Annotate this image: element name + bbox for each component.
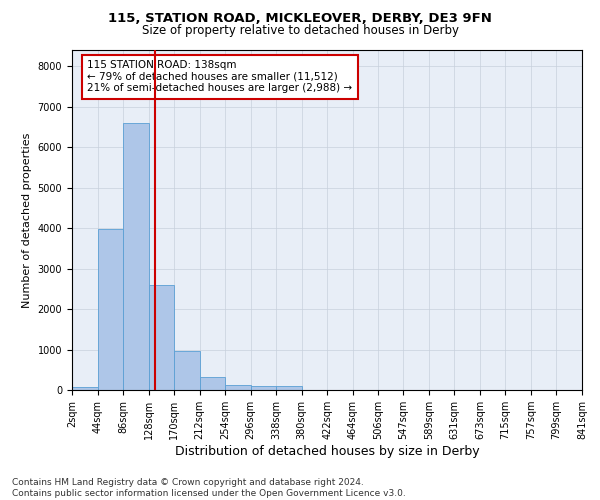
Bar — [174, 351, 200, 390]
Bar — [149, 285, 174, 390]
Bar — [251, 386, 276, 390]
Bar — [72, 387, 98, 390]
Y-axis label: Number of detached properties: Number of detached properties — [22, 132, 32, 308]
Text: 115, STATION ROAD, MICKLEOVER, DERBY, DE3 9FN: 115, STATION ROAD, MICKLEOVER, DERBY, DE… — [108, 12, 492, 26]
Bar — [276, 386, 302, 390]
Text: Size of property relative to detached houses in Derby: Size of property relative to detached ho… — [142, 24, 458, 37]
Bar — [225, 384, 251, 390]
Text: Contains HM Land Registry data © Crown copyright and database right 2024.
Contai: Contains HM Land Registry data © Crown c… — [12, 478, 406, 498]
Bar — [200, 378, 225, 390]
Bar — [123, 123, 149, 390]
Bar — [98, 229, 123, 390]
X-axis label: Distribution of detached houses by size in Derby: Distribution of detached houses by size … — [175, 445, 479, 458]
Text: 115 STATION ROAD: 138sqm
← 79% of detached houses are smaller (11,512)
21% of se: 115 STATION ROAD: 138sqm ← 79% of detach… — [88, 60, 352, 94]
